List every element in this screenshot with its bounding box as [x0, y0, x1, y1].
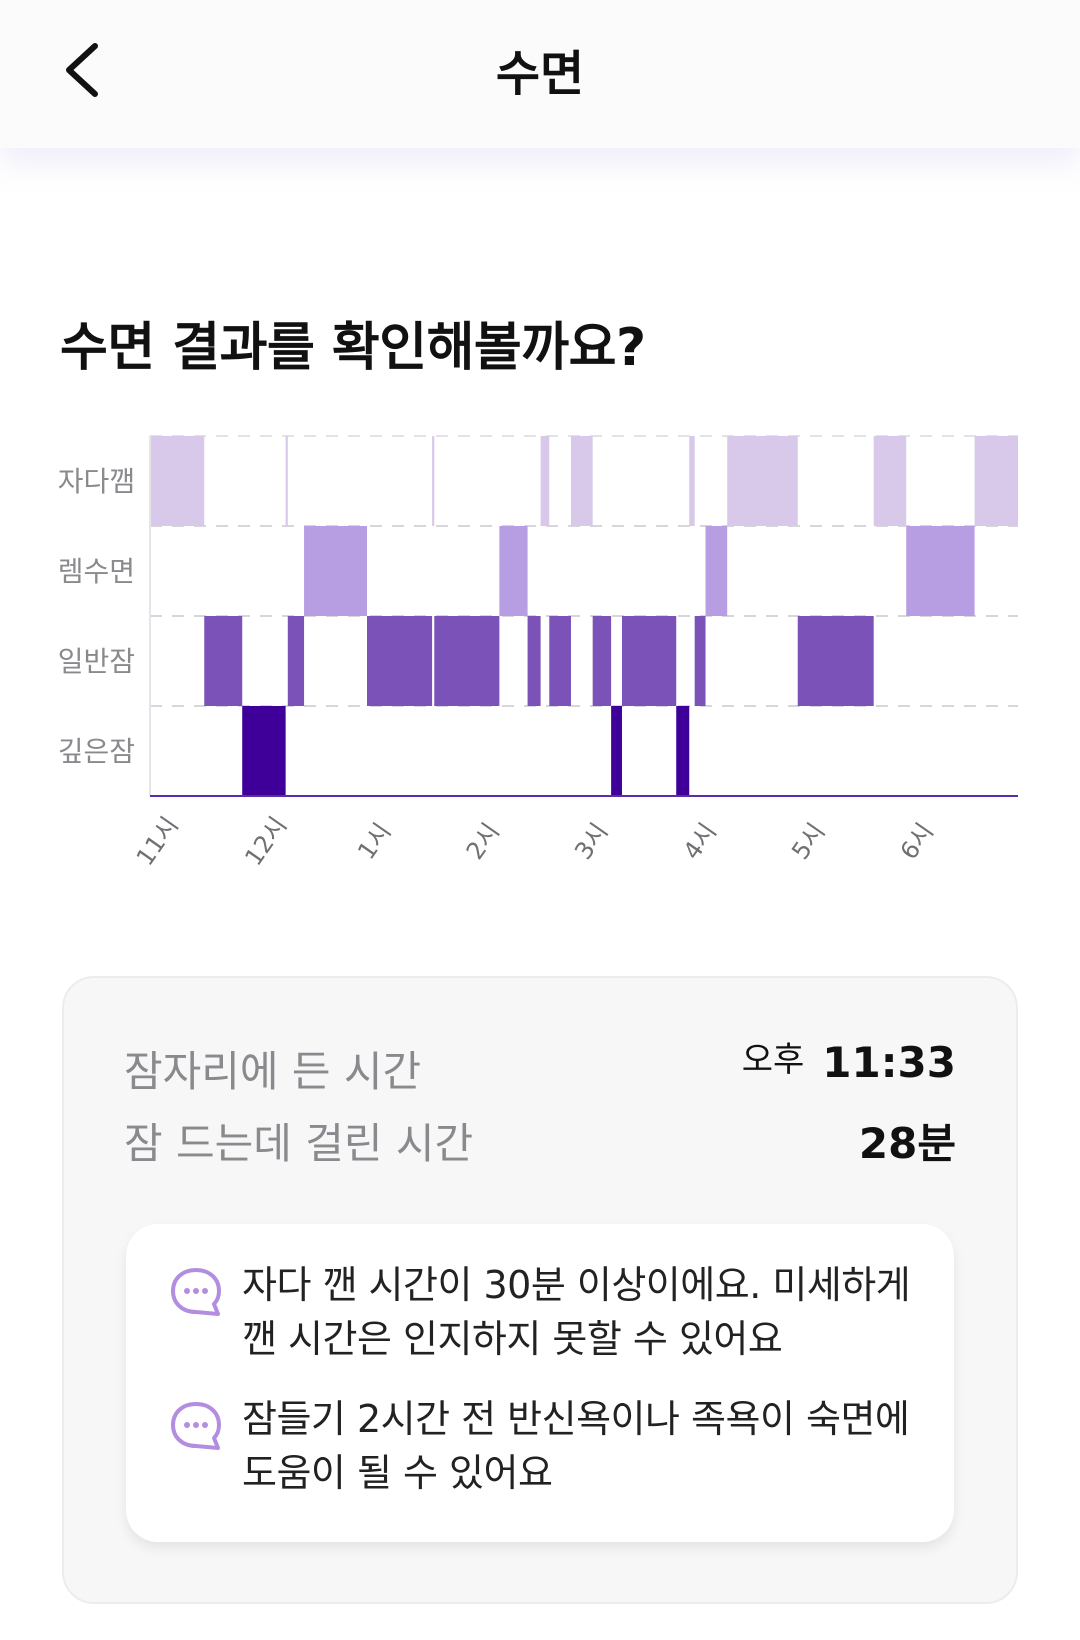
- stage-label: 자다깸: [58, 465, 135, 498]
- x-tick-label: 6시: [895, 818, 939, 865]
- stage-segment: [304, 526, 367, 616]
- stage-segment: [689, 436, 695, 526]
- x-tick-label: 11시: [131, 812, 184, 871]
- x-tick-label: 2시: [461, 818, 505, 865]
- x-tick-label: 5시: [786, 818, 830, 865]
- tip-text: 자다 깬 시간이 30분 이상이에요. 미세하게 깬 시간은 인지하지 못할 수…: [242, 1263, 911, 1361]
- bedtime-time: 11:33: [822, 1038, 956, 1087]
- stage-label: 렘수면: [58, 555, 135, 588]
- page-title: 수면: [495, 46, 585, 102]
- stage-segment: [621, 616, 677, 706]
- stage-segment: [150, 436, 205, 526]
- stage-segment: [287, 616, 305, 706]
- stage-label: 깊은잠: [58, 735, 135, 768]
- stage-segment: [676, 706, 690, 796]
- stage-segment: [592, 616, 612, 706]
- stage-segment: [611, 706, 622, 796]
- tip-text: 잠들기 2시간 전 반신욕이나 족욕이 숙면에 도움이 될 수 있어요: [242, 1397, 910, 1495]
- stage-segment: [974, 436, 1018, 526]
- x-tick-label: 1시: [352, 818, 396, 865]
- stage-segment: [499, 526, 528, 616]
- x-tick-label: 4시: [678, 818, 722, 865]
- stage-label: 일반잠: [58, 645, 135, 678]
- latency-row: 잠 드는데 걸린 시간 28분: [124, 1110, 956, 1170]
- x-tick-label: 3시: [569, 818, 613, 865]
- bedtime-ampm: 오후: [741, 1040, 805, 1080]
- stage-segment: [242, 706, 286, 796]
- bedtime-value: 오후 11:33: [742, 1038, 956, 1087]
- top-app-bar: 수면: [0, 0, 1080, 148]
- stage-segment: [797, 616, 874, 706]
- chevron-left-icon: [66, 43, 98, 97]
- stage-segment: [434, 616, 500, 706]
- stage-segment: [204, 616, 243, 706]
- stage-segment: [705, 526, 728, 616]
- chat-bubble-icon: [171, 1402, 221, 1450]
- stage-segment: [873, 436, 907, 526]
- latency-label: 잠 드는데 걸린 시간: [124, 1119, 474, 1168]
- bedtime-row: 잠자리에 든 시간 오후 11:33: [124, 1038, 956, 1098]
- section-headline: 수면 결과를 확인해볼까요?: [60, 318, 646, 378]
- sleep-summary-card: 잠자리에 든 시간 오후 11:33 잠 드는데 걸린 시간 28분 자다 깬 시…: [62, 976, 1018, 1604]
- stage-segment: [549, 616, 571, 706]
- stage-segment: [527, 616, 541, 706]
- back-button[interactable]: [55, 38, 115, 98]
- stage-segment: [570, 436, 593, 526]
- x-tick-label: 12시: [239, 812, 292, 871]
- tips-box: 자다 깬 시간이 30분 이상이에요. 미세하게 깬 시간은 인지하지 못할 수…: [126, 1224, 954, 1542]
- chat-bubble-icon: [171, 1268, 221, 1316]
- stage-segment: [727, 436, 798, 526]
- stage-segment: [540, 436, 550, 526]
- bedtime-label: 잠자리에 든 시간: [124, 1047, 422, 1096]
- latency-value: 28분: [858, 1119, 956, 1168]
- stage-segment: [285, 436, 288, 526]
- stage-segment: [694, 616, 706, 706]
- stage-segment: [432, 436, 435, 526]
- stage-segment: [906, 526, 975, 616]
- stage-segment: [367, 616, 433, 706]
